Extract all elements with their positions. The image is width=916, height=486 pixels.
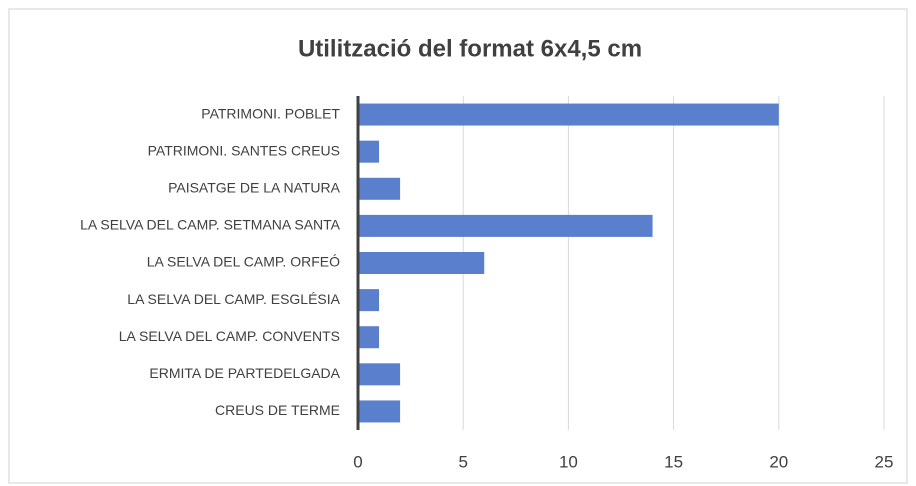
y-tick-label: PATRIMONI. SANTES CREUS [148,142,340,158]
x-tick-label: 15 [664,452,683,471]
y-tick-label: PATRIMONI. POBLET [201,105,340,121]
bar [358,103,779,126]
bar [358,214,653,237]
y-tick-label: LA SELVA DEL CAMP. CONVENTS [119,328,340,344]
x-tick-label: 20 [769,452,788,471]
y-tick-label: PAISATGE DE LA NATURA [168,179,341,195]
bar [358,326,380,349]
bar [358,252,485,274]
chart-frame [8,8,908,484]
x-tick-label: 0 [353,452,362,471]
y-tick-label: CREUS DE TERME [215,402,340,418]
y-tick-label: LA SELVA DEL CAMP. SETMANA SANTA [80,217,341,233]
y-tick-label: ERMITA DE PARTEDELGADA [149,365,340,381]
bar [358,289,380,312]
x-tick-label: 25 [875,452,894,471]
bar [358,140,380,163]
bar [358,400,401,423]
y-tick-label: LA SELVA DEL CAMP. ORFEÓ [147,254,340,270]
bar [358,363,401,386]
x-tick-label: 5 [458,452,467,471]
x-tick-label: 10 [559,452,578,471]
y-tick-label: LA SELVA DEL CAMP. ESGLÉSIA [127,291,340,307]
bar [358,177,401,200]
chart-title: Utilització del format 6x4,5 cm [298,35,642,62]
